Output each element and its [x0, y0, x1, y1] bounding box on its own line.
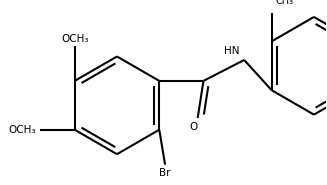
Text: CH₃: CH₃: [275, 0, 293, 6]
Text: O: O: [189, 122, 197, 132]
Text: OCH₃: OCH₃: [61, 34, 88, 44]
Text: Br: Br: [159, 168, 171, 178]
Text: OCH₃: OCH₃: [9, 125, 36, 135]
Text: HN: HN: [224, 46, 239, 56]
